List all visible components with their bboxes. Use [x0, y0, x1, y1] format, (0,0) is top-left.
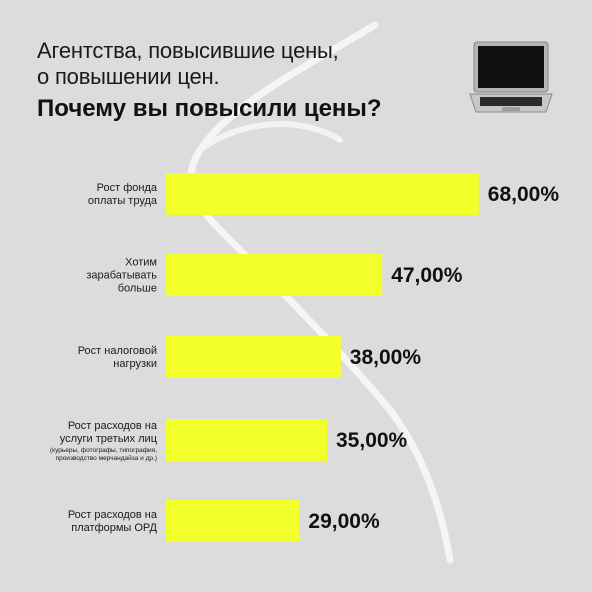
bar — [166, 419, 327, 461]
bar-value-label: 29,00% — [308, 510, 380, 533]
bar — [166, 173, 479, 215]
category-label: Хотим — [125, 257, 157, 269]
category-label: зарабатывать — [86, 270, 157, 282]
bar — [166, 500, 300, 542]
title-line-2: о повышении цен. — [37, 64, 220, 89]
title-line-1: Агентства, повысившие цены, — [37, 38, 339, 63]
bar — [166, 254, 383, 296]
category-label: Рост налоговой — [78, 345, 157, 357]
laptop-icon — [469, 41, 553, 113]
category-label: больше — [118, 283, 157, 295]
category-label: платформы ОРД — [71, 522, 157, 534]
category-note: производство мерчандайза и др.) — [56, 454, 157, 462]
bar-value-label: 35,00% — [336, 429, 408, 452]
category-label: услуги третьих лиц — [60, 433, 158, 445]
category-label: Рост расходов на — [68, 420, 158, 432]
category-label: нагрузки — [113, 358, 157, 370]
category-label: оплаты труда — [88, 195, 158, 207]
bar-value-label: 38,00% — [350, 346, 422, 369]
chart-question-title: Почему вы повысили цены? — [37, 95, 382, 122]
category-note: (курьеры, фотографы, типография, — [50, 447, 157, 454]
bar — [166, 336, 341, 378]
bar-value-label: 47,00% — [391, 264, 463, 287]
category-label: Рост фонда — [97, 182, 158, 194]
bar-value-label: 68,00% — [488, 183, 560, 206]
category-label: Рост расходов на — [68, 509, 158, 521]
